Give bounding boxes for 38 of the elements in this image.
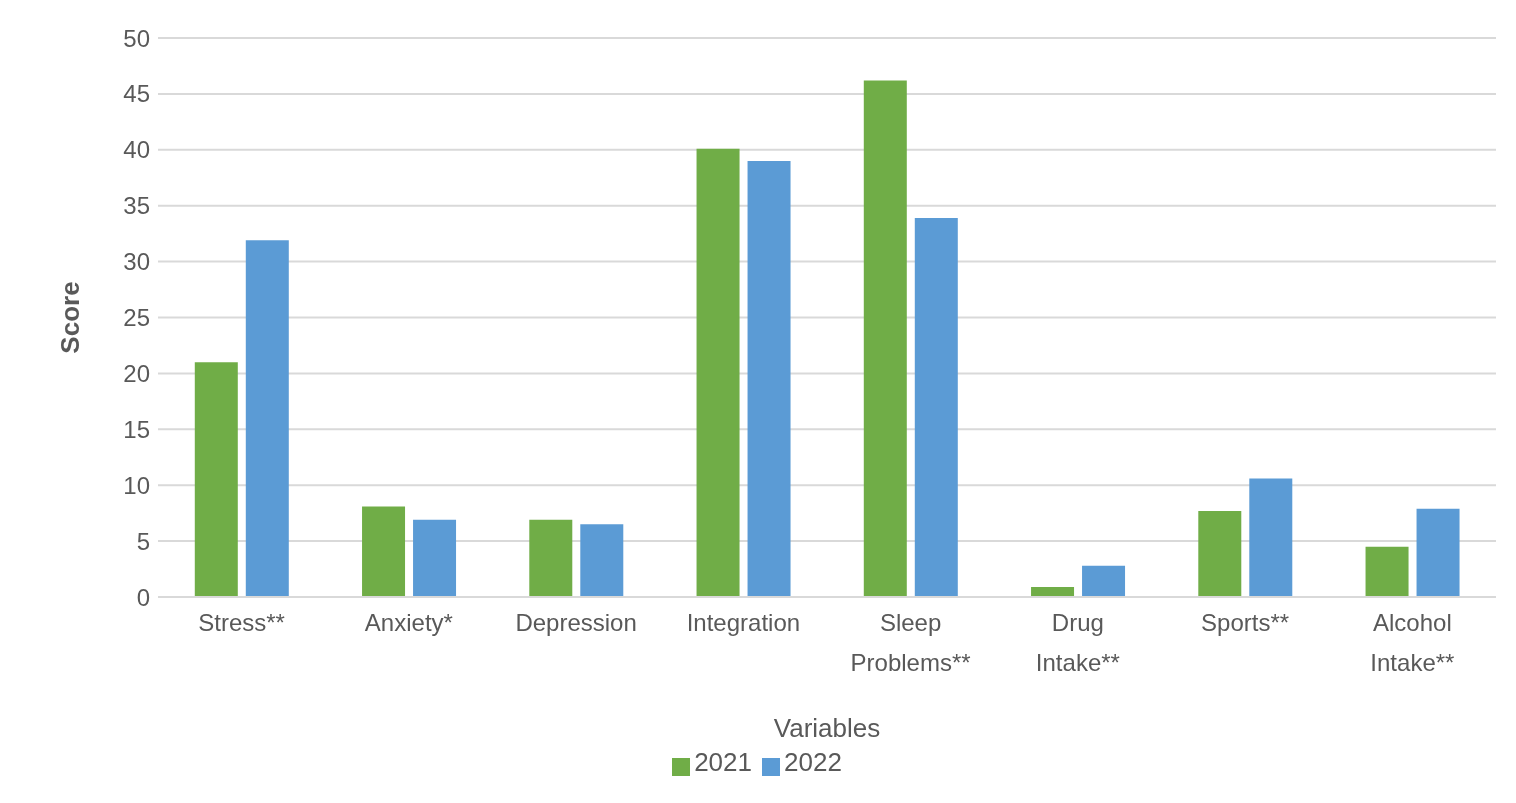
y-axis-title: Score xyxy=(55,281,86,354)
x-axis-title: Variables xyxy=(773,713,881,743)
y-tick-label: 40 xyxy=(123,136,150,164)
bar xyxy=(413,519,457,597)
bar xyxy=(245,240,289,597)
legend-label: 2021 xyxy=(694,747,752,777)
bar xyxy=(696,148,740,597)
bar xyxy=(194,362,238,597)
y-tick-label: 5 xyxy=(136,527,150,555)
y-tick-label: 50 xyxy=(123,24,150,52)
bar xyxy=(362,506,406,597)
x-tick-label: Drug Intake** xyxy=(1035,609,1120,676)
bar xyxy=(1365,546,1409,597)
x-tick-label: Stress** xyxy=(198,609,285,636)
bar xyxy=(914,218,958,597)
x-tick-label: Depression xyxy=(515,609,637,636)
bar xyxy=(529,519,573,597)
bar xyxy=(1198,510,1242,597)
bar xyxy=(863,80,907,597)
y-tick-label: 20 xyxy=(123,359,150,387)
bar xyxy=(1249,478,1293,597)
legend-label: 2022 xyxy=(784,747,842,777)
y-tick-label: 0 xyxy=(136,583,150,611)
bar xyxy=(580,524,624,597)
x-tick-label: Sports** xyxy=(1201,609,1290,636)
x-tick-label: Alcohol Intake** xyxy=(1370,609,1455,676)
y-tick-label: 35 xyxy=(123,192,150,220)
bar xyxy=(1416,508,1460,597)
bar xyxy=(1082,565,1126,597)
y-tick-label: 25 xyxy=(123,304,150,332)
x-tick-label: Anxiety* xyxy=(364,609,453,636)
y-tick-label: 30 xyxy=(123,248,150,276)
x-tick-label: Integration xyxy=(686,609,801,636)
bar xyxy=(747,160,791,597)
y-tick-label: 15 xyxy=(123,415,150,443)
y-tick-label: 45 xyxy=(123,80,150,108)
x-tick-label: Sleep Problems** xyxy=(850,609,971,676)
y-tick-label: 10 xyxy=(123,471,150,499)
